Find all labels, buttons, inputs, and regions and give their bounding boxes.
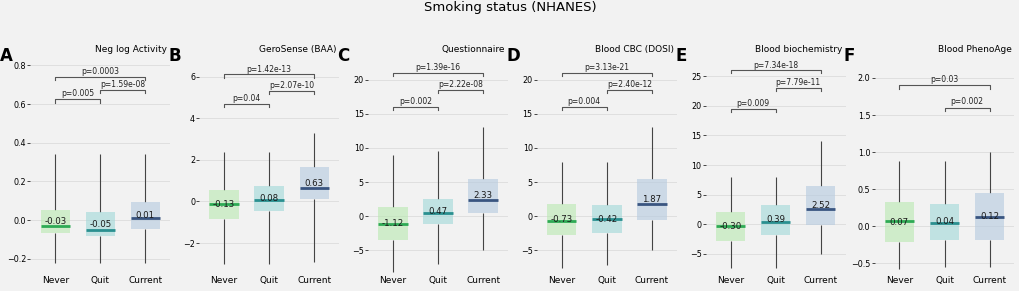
Bar	[255, 186, 283, 211]
Text: 1.87: 1.87	[642, 195, 661, 204]
Bar	[423, 199, 452, 224]
Text: -0.05: -0.05	[89, 219, 111, 228]
Text: p=0.0003: p=0.0003	[82, 67, 119, 76]
Text: p=1.59e-08: p=1.59e-08	[100, 79, 146, 88]
Bar	[300, 167, 328, 199]
Text: p=2.40e-12: p=2.40e-12	[606, 80, 651, 89]
Bar	[468, 179, 497, 213]
Text: p=1.42e-13: p=1.42e-13	[247, 65, 291, 74]
Text: p=7.34e-18: p=7.34e-18	[752, 61, 798, 70]
Text: 0.39: 0.39	[765, 216, 785, 224]
Bar	[929, 204, 958, 239]
Text: p=1.39e-16: p=1.39e-16	[415, 63, 461, 72]
Text: 2.52: 2.52	[810, 201, 829, 210]
Text: E: E	[675, 47, 686, 65]
Text: GeroSense (BAA): GeroSense (BAA)	[259, 45, 336, 54]
Text: -0.13: -0.13	[213, 200, 235, 209]
Text: p=3.13e-21: p=3.13e-21	[584, 63, 629, 72]
Text: -0.03: -0.03	[44, 217, 66, 226]
Bar	[637, 179, 666, 220]
Text: -0.73: -0.73	[550, 215, 573, 224]
Text: F: F	[843, 47, 854, 65]
Text: -0.30: -0.30	[718, 222, 741, 231]
Text: Questionnaire: Questionnaire	[441, 45, 504, 54]
Text: 0.63: 0.63	[305, 179, 323, 188]
Bar	[883, 203, 913, 242]
Text: p=0.004: p=0.004	[568, 97, 600, 106]
Text: 0.08: 0.08	[260, 194, 278, 203]
Text: Neg log Activity: Neg log Activity	[96, 45, 167, 54]
Bar	[209, 190, 238, 219]
Text: p=2.07e-10: p=2.07e-10	[269, 81, 314, 90]
Text: p=0.002: p=0.002	[398, 97, 431, 106]
Text: B: B	[168, 47, 181, 65]
Text: 2.33: 2.33	[473, 191, 492, 200]
Text: -0.42: -0.42	[595, 214, 618, 223]
Text: -1.12: -1.12	[381, 219, 404, 228]
Bar	[715, 212, 745, 241]
Bar	[378, 207, 408, 240]
Text: Blood PhenoAge: Blood PhenoAge	[936, 45, 1011, 54]
Text: p=7.79e-11: p=7.79e-11	[774, 78, 820, 87]
Text: p=0.002: p=0.002	[950, 97, 982, 107]
Bar	[130, 202, 160, 229]
Text: p=0.009: p=0.009	[736, 99, 769, 108]
Bar	[974, 193, 1004, 239]
Text: Blood CBC (DOSI): Blood CBC (DOSI)	[594, 45, 674, 54]
Text: Blood biochemistry: Blood biochemistry	[755, 45, 842, 54]
Text: p=0.04: p=0.04	[232, 94, 261, 103]
Bar	[86, 212, 115, 236]
Bar	[760, 205, 790, 235]
Text: p=0.03: p=0.03	[929, 75, 958, 84]
Text: A: A	[0, 47, 12, 65]
Text: p=0.005: p=0.005	[61, 89, 94, 98]
Text: D: D	[505, 47, 520, 65]
Bar	[592, 205, 621, 233]
Text: 0.47: 0.47	[428, 207, 447, 216]
Text: 0.01: 0.01	[136, 211, 155, 220]
Text: 0.12: 0.12	[979, 212, 999, 221]
Bar	[805, 186, 835, 225]
Text: C: C	[337, 47, 350, 65]
Bar	[41, 210, 69, 233]
Bar	[546, 204, 576, 235]
Text: p=2.22e-08: p=2.22e-08	[438, 80, 483, 89]
Text: 0.04: 0.04	[934, 217, 953, 226]
Text: 0.07: 0.07	[889, 218, 908, 227]
Text: Smoking status (NHANES): Smoking status (NHANES)	[423, 1, 596, 15]
